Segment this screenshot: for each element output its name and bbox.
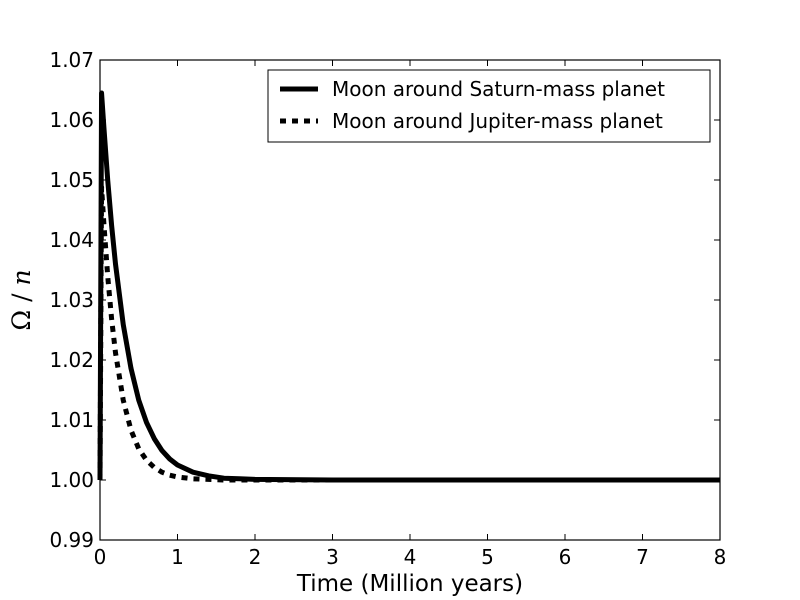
y-axis-label-denominator: n: [7, 269, 36, 285]
y-axis-label: Ω / n: [7, 269, 36, 330]
y-axis-label-symbol: Ω: [7, 310, 36, 331]
y-tick-label: 1.00: [49, 468, 94, 492]
x-axis-label: Time (Million years): [296, 571, 523, 597]
y-tick-label: 1.06: [49, 108, 94, 132]
y-tick-label: 1.07: [49, 48, 94, 72]
legend-label-saturn: Moon around Saturn-mass planet: [332, 77, 665, 101]
x-axis-ticks: 0 1 2 3 4 5 6 7 8: [94, 60, 727, 569]
legend-label-jupiter: Moon around Jupiter-mass planet: [332, 109, 663, 133]
y-tick-label: 0.99: [49, 528, 94, 552]
x-tick-label: 4: [404, 545, 417, 569]
x-tick-label: 1: [171, 545, 184, 569]
x-tick-label: 6: [559, 545, 572, 569]
y-tick-label: 1.01: [49, 408, 94, 432]
x-tick-label: 5: [481, 545, 494, 569]
y-tick-label: 1.05: [49, 168, 94, 192]
y-axis-label-separator: /: [7, 286, 36, 302]
y-tick-label: 1.02: [49, 348, 94, 372]
y-axis-ticks: 0.99 1.00 1.01 1.02 1.03 1.04 1.05 1.06 1.07: [49, 48, 720, 552]
y-tick-label: 1.04: [49, 228, 94, 252]
x-tick-label: 8: [714, 545, 727, 569]
legend: Moon around Saturn-mass planet Moon arou…: [267, 69, 711, 143]
x-tick-label: 3: [326, 545, 339, 569]
legend-box: [267, 69, 711, 143]
x-tick-label: 0: [94, 545, 107, 569]
series-layer: [97, 90, 720, 483]
series-line-moon-around-jupiter-mass-planet: [97, 184, 720, 483]
x-tick-label: 7: [636, 545, 649, 569]
x-tick-label: 2: [249, 545, 262, 569]
y-tick-label: 1.03: [49, 288, 94, 312]
